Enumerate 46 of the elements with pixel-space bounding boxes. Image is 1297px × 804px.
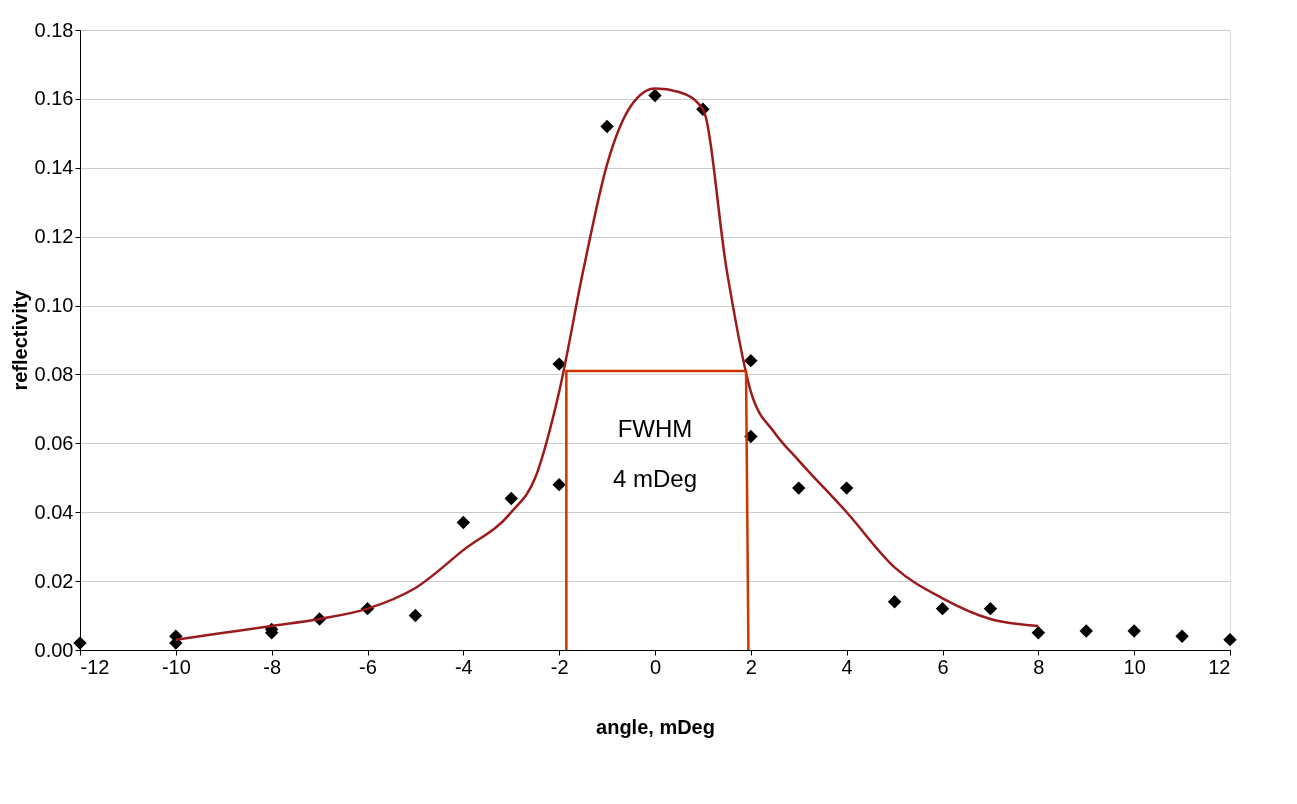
point (648, 88, 662, 103)
y-tick-label: 0.00 (34, 638, 74, 661)
point (73, 636, 87, 650)
x-axis-title: angle, mDeg (596, 715, 715, 738)
y-tick-label: 0.10 (34, 294, 74, 317)
point (600, 119, 614, 134)
point (839, 481, 854, 495)
point (792, 481, 806, 495)
point (456, 515, 471, 530)
point (1031, 626, 1046, 640)
point (552, 477, 566, 492)
y-tick-label: 0.14 (34, 156, 74, 179)
y-tick-label: 0.08 (34, 362, 74, 385)
x-tick-label: 4 (841, 655, 853, 678)
x-tick-label: 10 (1123, 655, 1146, 678)
point (935, 601, 950, 616)
point (408, 608, 423, 623)
point (504, 491, 518, 506)
x-tick-label: -12 (80, 655, 110, 678)
y-tick-label: 0.16 (34, 87, 74, 110)
point (1079, 624, 1093, 638)
point (983, 601, 998, 616)
point (744, 353, 758, 368)
y-tick-label: 0.06 (34, 431, 74, 454)
y-tick-label: 0.18 (34, 18, 74, 41)
x-tick-label: -2 (550, 655, 569, 678)
x-tick-label: 12 (1208, 655, 1231, 678)
x-tick-label: 0 (649, 655, 662, 678)
x-tick-label: -10 (161, 655, 191, 678)
point (887, 595, 902, 609)
y-tick-label: 0.04 (34, 500, 74, 523)
point (1127, 624, 1141, 638)
x-tick-label: 6 (937, 655, 949, 678)
annotation: FWHM (617, 415, 693, 442)
point (552, 357, 566, 371)
annotation: 4 mDeg (612, 465, 698, 492)
x-tick-label: 8 (1033, 655, 1045, 678)
x-tick-label: 2 (745, 655, 757, 678)
x-tick-label: -4 (454, 655, 473, 678)
y-axis-title: reflectivity (8, 289, 31, 391)
x-tick-label: -8 (263, 655, 282, 678)
point (1223, 632, 1237, 647)
point (1175, 629, 1189, 643)
y-tick-label: 0.02 (34, 569, 74, 592)
y-tick-label: 0.12 (34, 225, 74, 248)
x-tick-label: -6 (359, 655, 377, 678)
